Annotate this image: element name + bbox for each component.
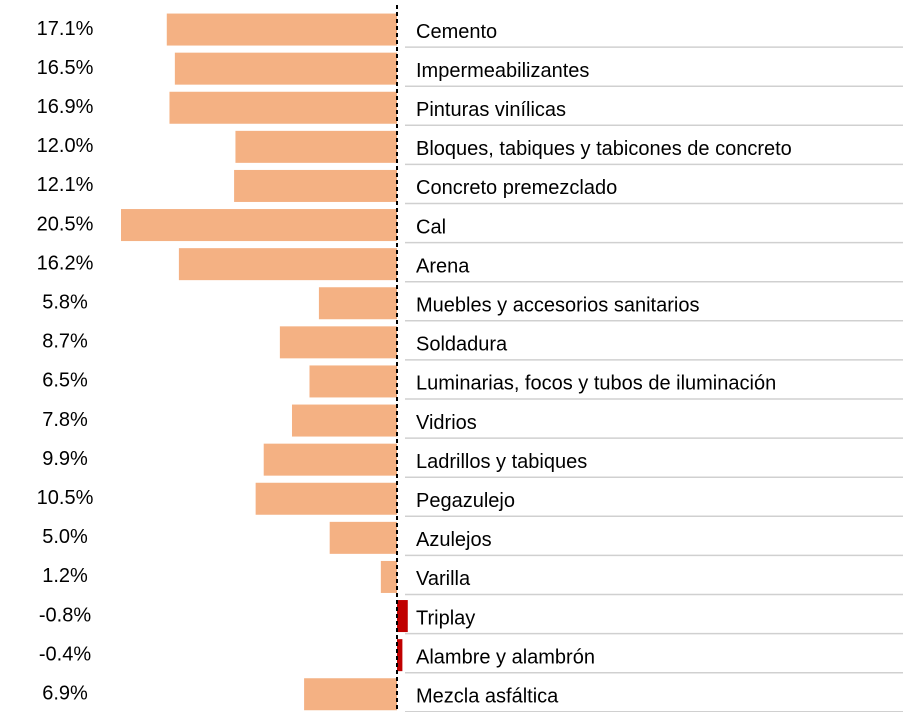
- bar: [397, 600, 408, 633]
- value-label: 8.7%: [42, 331, 88, 353]
- value-label: 10.5%: [37, 487, 94, 509]
- value-label: 12.0%: [37, 135, 94, 157]
- bar: [291, 404, 397, 437]
- value-label: 6.5%: [42, 370, 88, 392]
- value-label: -0.4%: [39, 643, 91, 665]
- bar: [174, 52, 397, 85]
- category-label: Triplay: [416, 607, 475, 629]
- bar: [121, 209, 397, 242]
- bar: [329, 521, 397, 554]
- bar: [309, 365, 397, 398]
- bar: [380, 560, 397, 593]
- bar: [166, 13, 397, 46]
- category-label: Ladrillos y tabiques: [416, 451, 587, 473]
- category-label: Azulejos: [416, 529, 492, 551]
- value-label: 16.9%: [37, 96, 94, 118]
- value-label: 9.9%: [42, 448, 88, 470]
- category-label: Muebles y accesorios sanitarios: [416, 295, 699, 317]
- category-label: Varilla: [416, 568, 471, 590]
- bar: [263, 443, 397, 476]
- category-label: Alambre y alambrón: [416, 646, 595, 668]
- value-label: 1.2%: [42, 565, 88, 587]
- category-label: Cemento: [416, 21, 497, 43]
- category-label: Pegazulejo: [416, 490, 515, 512]
- category-label: Luminarias, focos y tubos de iluminación: [416, 373, 776, 395]
- category-label: Impermeabilizantes: [416, 60, 589, 82]
- bar: [397, 639, 403, 672]
- category-label: Bloques, tabiques y tabicones de concret…: [416, 138, 792, 160]
- category-label: Vidrios: [416, 412, 477, 434]
- value-label: 5.0%: [42, 526, 88, 548]
- value-label: 5.8%: [42, 292, 88, 314]
- category-label: Cal: [416, 216, 446, 238]
- value-label: 20.5%: [37, 213, 94, 235]
- category-label: Mezcla asfáltica: [416, 686, 559, 708]
- value-label: -0.8%: [39, 604, 91, 626]
- value-label: 7.8%: [42, 409, 88, 431]
- category-label: Concreto premezclado: [416, 177, 617, 199]
- bar: [255, 482, 397, 515]
- value-label: 6.9%: [42, 683, 88, 705]
- value-label: 12.1%: [37, 174, 94, 196]
- bar: [235, 130, 397, 163]
- bar: [279, 326, 397, 359]
- value-label: 16.5%: [37, 57, 94, 79]
- bar: [304, 678, 397, 711]
- value-label: 17.1%: [37, 18, 94, 40]
- bar: [318, 287, 397, 320]
- bar: [234, 169, 397, 202]
- bar: [169, 91, 397, 124]
- category-label: Arena: [416, 255, 470, 277]
- category-label: Pinturas vinílicas: [416, 99, 566, 121]
- category-label: Soldadura: [416, 334, 508, 356]
- bar: [178, 248, 397, 281]
- value-label: 16.2%: [37, 252, 94, 274]
